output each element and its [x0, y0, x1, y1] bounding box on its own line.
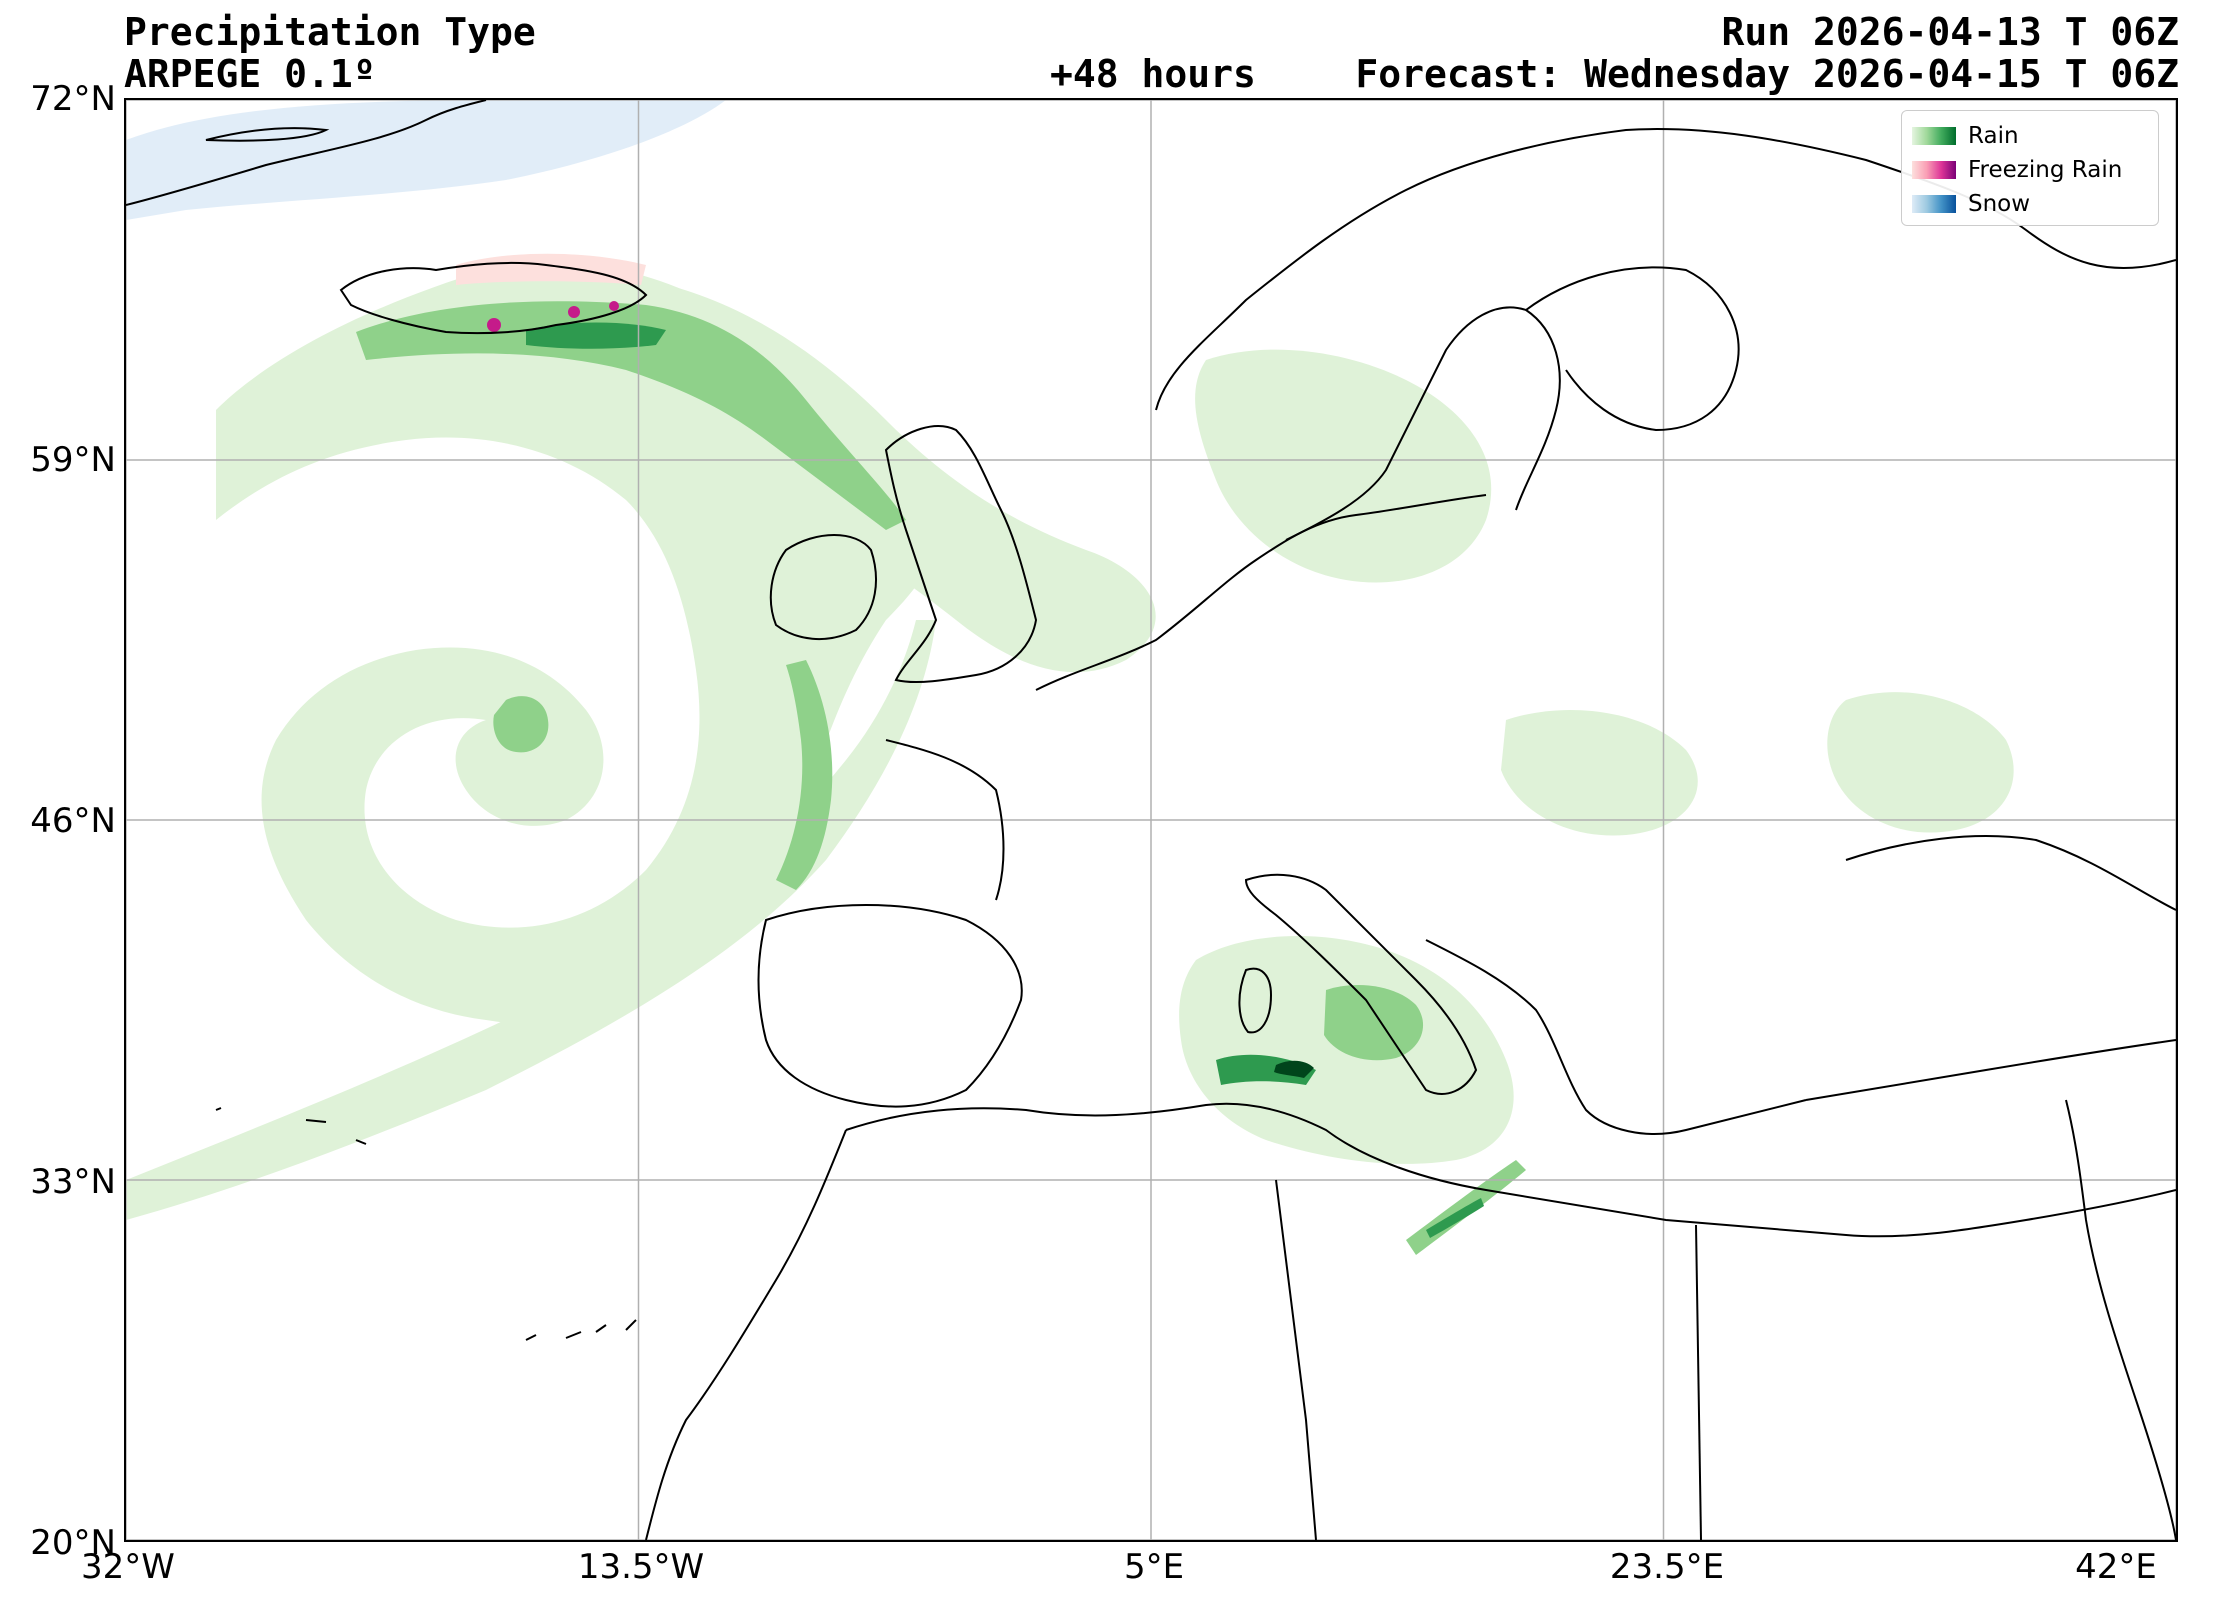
coastline-north-africa — [845, 1102, 2176, 1238]
border-algeria-libya — [1275, 1179, 1317, 1540]
lat-tick-label: 20°N — [30, 1523, 116, 1563]
legend-item-rain: Rain — [1912, 119, 2148, 153]
coastline-morocco-atlantic — [645, 1129, 847, 1540]
coastline-greenland-islet — [205, 127, 330, 142]
precip-layer — [126, 100, 2014, 1255]
coastline-finland — [1525, 266, 1740, 432]
rain-front-ireland — [776, 660, 833, 890]
map-canvas — [126, 100, 2176, 1540]
map-title: Precipitation Type — [124, 10, 536, 54]
legend-label: Rain — [1968, 123, 2019, 149]
lat-tick-label: 59°N — [30, 440, 116, 480]
snow-color-swatch — [1912, 195, 1956, 213]
rain-core-iceland — [526, 322, 666, 349]
freezing-rain-cell — [568, 306, 580, 318]
legend: Rain Freezing Rain Snow — [1901, 110, 2159, 226]
coastline-greenland — [126, 100, 487, 206]
rain-band-south — [126, 620, 936, 1220]
lon-tick-label: 23.5°E — [1609, 1547, 1725, 1587]
coastline-layer — [126, 100, 2176, 1540]
legend-label: Freezing Rain — [1968, 157, 2123, 183]
legend-item-freezing-rain: Freezing Rain — [1912, 153, 2148, 187]
coastline-balkans — [1425, 939, 1807, 1135]
lead-time-label: +48 hours — [1050, 52, 1256, 96]
legend-label: Snow — [1968, 191, 2031, 217]
coastline-scandinavia — [1155, 128, 2176, 411]
model-label: ARPEGE 0.1º — [124, 52, 376, 96]
rain-color-swatch — [1912, 127, 1956, 145]
lon-tick-label: 32°W — [81, 1547, 175, 1587]
coastline-turkey — [1805, 1039, 2176, 1101]
run-label: Run 2026-04-13 T 06Z — [1721, 10, 2179, 54]
rain-area-central — [1501, 710, 1698, 836]
coastline-azores — [215, 1107, 367, 1145]
forecast-time-label: Forecast: Wednesday 2026-04-15 T 06Z — [1355, 52, 2179, 96]
rain-area-north — [366, 272, 1156, 673]
coastline-canary-islands — [525, 1319, 637, 1341]
freezing-rain-cell — [609, 301, 619, 311]
coastline-france-biscay — [885, 739, 1005, 901]
coastline-baltic — [1285, 306, 1561, 541]
coastline-italy — [1244, 873, 1478, 1095]
coastline-levant — [2065, 1099, 2176, 1540]
freezing-rain-cell — [487, 318, 501, 332]
grid-layer — [126, 100, 2176, 1540]
lat-tick-label: 46°N — [30, 801, 116, 841]
rain-streak-core — [1426, 1198, 1484, 1238]
lat-tick-label: 72°N — [30, 79, 116, 119]
rain-area-scandinavia — [1195, 349, 1492, 583]
rain-core-sardinia-strait — [1274, 1060, 1314, 1078]
rain-area-balkans — [1827, 692, 2014, 833]
coastline-iceland — [339, 261, 648, 335]
freezing-rain-color-swatch — [1912, 161, 1956, 179]
coastline-ireland — [769, 534, 877, 641]
lon-tick-label: 13.5°W — [577, 1547, 705, 1587]
legend-item-snow: Snow — [1912, 187, 2148, 221]
lon-tick-label: 5°E — [1123, 1547, 1185, 1587]
coastline-black-sea — [1845, 835, 2176, 911]
coastline-western-europe — [1035, 494, 1487, 691]
lat-tick-label: 33°N — [30, 1162, 116, 1202]
lon-tick-label: 42°E — [2075, 1547, 2157, 1587]
coastline-great-britain — [884, 425, 1038, 684]
snow-area — [126, 100, 726, 220]
freezing-rain-area — [456, 253, 646, 285]
rain-blob-atlantic — [493, 696, 549, 753]
rain-core-italy — [1324, 985, 1424, 1061]
coastline-sardinia — [1238, 967, 1273, 1034]
border-egypt-libya — [1695, 1224, 1702, 1540]
coastline-iberia — [757, 904, 1023, 1108]
map-panel — [124, 98, 2178, 1542]
